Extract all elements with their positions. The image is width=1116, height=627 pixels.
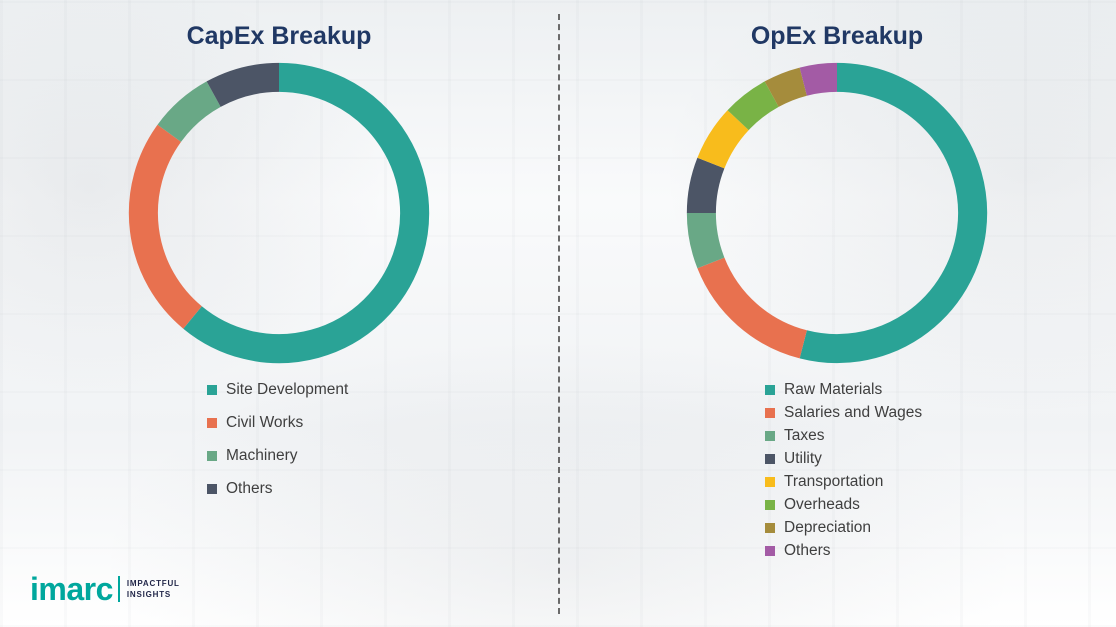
- donut-segment-overheads: [727, 81, 780, 131]
- legend-swatch: [207, 484, 217, 494]
- legend-label: Machinery: [226, 447, 298, 464]
- donut-segment-civil-works: [128, 124, 203, 329]
- donut-segment-transportation: [697, 110, 749, 169]
- dashed-divider-line: [558, 14, 560, 614]
- donut-segment-machinery: [157, 81, 222, 143]
- imarc-logo-wordmark: imarc: [30, 571, 113, 607]
- legend-label: Others: [784, 542, 831, 559]
- capex-donut-chart: [128, 62, 430, 364]
- legend-label: Transportation: [784, 473, 884, 490]
- legend-swatch: [765, 477, 775, 487]
- legend-item-others: Others: [207, 479, 558, 499]
- opex-donut-chart: [686, 62, 988, 364]
- legend-item-machinery: Machinery: [207, 446, 558, 466]
- donut-segment-others: [206, 62, 280, 108]
- legend-label: Taxes: [784, 427, 825, 444]
- donut-segment-raw-materials: [799, 62, 988, 364]
- legend-label: Civil Works: [226, 414, 304, 431]
- opex-panel: OpEx Breakup Raw Materials Salaries and W…: [558, 0, 1116, 627]
- legend-item-utility: Utility: [765, 449, 1116, 469]
- legend-item-raw-materials: Raw Materials: [765, 380, 1116, 400]
- imarc-tagline-line1: IMPACTFUL: [126, 579, 180, 588]
- imarc-logo-tagline: IMPACTFUL INSIGHTS: [127, 578, 180, 600]
- legend-label: Overheads: [784, 496, 860, 513]
- imarc-tagline-line2: INSIGHTS: [126, 590, 172, 599]
- legend-swatch: [765, 408, 775, 418]
- legend-item-civil-works: Civil Works: [207, 413, 558, 433]
- donut-segment-site-development: [183, 62, 430, 364]
- legend-swatch: [765, 454, 775, 464]
- legend-item-depreciation: Depreciation: [765, 518, 1116, 538]
- legend-swatch: [765, 385, 775, 395]
- opex-legend: Raw Materials Salaries and Wages Taxes Util…: [765, 380, 1116, 561]
- legend-item-salaries-and-wages: Salaries and Wages: [765, 403, 1116, 423]
- legend-label: Salaries and Wages: [784, 404, 923, 421]
- legend-swatch: [207, 418, 217, 428]
- legend-label: Raw Materials: [784, 381, 883, 398]
- imarc-logo: imarc IMPACTFUL INSIGHTS: [30, 573, 180, 605]
- legend-item-taxes: Taxes: [765, 426, 1116, 446]
- legend-swatch: [765, 523, 775, 533]
- capex-panel: CapEx Breakup Site Development Civil Work…: [128, 22, 558, 499]
- legend-swatch: [765, 546, 775, 556]
- legend-swatch: [207, 451, 217, 461]
- donut-segment-salaries-and-wages: [697, 257, 808, 359]
- legend-swatch: [765, 431, 775, 441]
- legend-label: Site Development: [226, 381, 349, 398]
- donut-segment-depreciation: [764, 67, 808, 108]
- legend-item-others: Others: [765, 541, 1116, 561]
- legend-swatch: [207, 385, 217, 395]
- donut-segment-taxes: [686, 212, 725, 269]
- legend-item-transportation: Transportation: [765, 472, 1116, 492]
- legend-item-site-development: Site Development: [207, 380, 558, 400]
- legend-label: Depreciation: [784, 519, 872, 536]
- legend-label: Others: [226, 480, 273, 497]
- legend-swatch: [765, 500, 775, 510]
- imarc-logo-divider: [117, 576, 120, 602]
- legend-item-overheads: Overheads: [765, 495, 1116, 515]
- legend-label: Utility: [784, 450, 822, 467]
- donut-segment-utility: [686, 157, 725, 214]
- capex-legend: Site Development Civil Works Machinery Othe…: [207, 380, 558, 499]
- capex-title: CapEx Breakup: [186, 22, 372, 50]
- donut-segment-others: [799, 62, 838, 96]
- opex-title: OpEx Breakup: [750, 22, 924, 50]
